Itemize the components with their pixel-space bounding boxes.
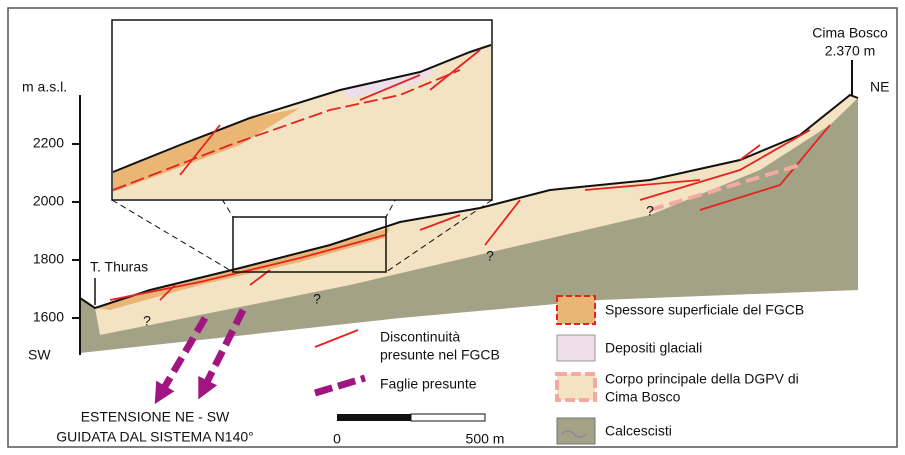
legend-label: Calcescisti <box>605 423 672 439</box>
legend-swatch <box>557 296 595 324</box>
summit-name: Cima Bosco <box>812 25 888 41</box>
scale-label: 0 <box>333 431 341 447</box>
unknown: ? <box>486 248 494 264</box>
ne-label: NE <box>870 79 889 95</box>
tick-label: 2000 <box>33 193 64 209</box>
unknown: ? <box>646 203 654 219</box>
tick-label: 1600 <box>33 309 64 325</box>
annotation: GUIDATA DAL SISTEMA N140° <box>56 429 254 445</box>
key-label: presunte nel FGCB <box>380 347 500 363</box>
axis-label: m a.s.l. <box>22 79 67 95</box>
ticks: 1600 1800 2000 2200 <box>33 135 80 325</box>
key-label: Discontinuità <box>380 329 460 345</box>
key-discontinuity <box>315 330 358 347</box>
scale-label: 500 m <box>466 431 505 447</box>
legend-swatch <box>557 335 595 361</box>
key-label: Faglie presunte <box>380 376 477 392</box>
tick-label: 1800 <box>33 251 64 267</box>
stream-label: T. Thuras <box>90 259 148 275</box>
scale-bar <box>411 414 485 421</box>
legend-swatch <box>557 374 595 400</box>
legend-label: Corpo principale della DGPV di <box>605 371 799 387</box>
key-fault <box>315 378 365 393</box>
sw-label: SW <box>28 347 51 363</box>
summit-elevation: 2.370 m <box>825 43 876 59</box>
legend-swatch <box>557 418 595 444</box>
unknown: ? <box>313 291 321 307</box>
scale-bar <box>337 414 411 421</box>
legend-label: Spessore superficiale del FGCB <box>605 302 804 318</box>
unknown: ? <box>143 313 151 329</box>
annotation: ESTENSIONE NE - SW <box>81 409 230 425</box>
diagram: m a.s.l. 1600 1800 2000 2200 SW NE Cima Bos… <box>0 0 905 455</box>
legend-label: Depositi glaciali <box>605 340 702 356</box>
tick-label: 2200 <box>33 135 64 151</box>
legend-label: Cima Bosco <box>605 389 681 405</box>
